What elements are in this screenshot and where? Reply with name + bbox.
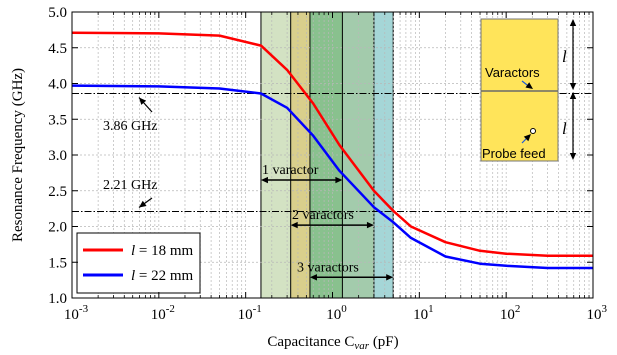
y-tick-label: 1.5	[48, 255, 67, 271]
y-tick-label: 4.5	[48, 41, 67, 57]
legend-box	[76, 232, 201, 294]
range-label-1: 2 varactors	[292, 208, 354, 223]
inset-dim-head-bottom-upper	[569, 83, 577, 90]
inset-dim-head-top-lower	[569, 92, 577, 99]
x-tick-label: 103	[587, 303, 608, 323]
y-tick-label: 1.0	[48, 291, 67, 307]
inset-probe-pointer-head	[523, 134, 531, 142]
y-tick-label: 2.5	[48, 184, 67, 200]
range-arrowhead-right-2	[386, 274, 394, 281]
x-tick-label: 10-1	[238, 303, 262, 323]
inset-probe-point	[530, 128, 536, 134]
range-arrowhead-left-2	[309, 274, 317, 281]
axes	[71, 11, 594, 299]
x-tick-label: 10-3	[64, 303, 89, 323]
data-series	[71, 31, 593, 270]
range-label-0: 1 varactor	[262, 163, 319, 178]
legend: l = 18 mm l = 22 mm	[76, 232, 201, 294]
legend-label-0: l = 18 mm	[131, 243, 194, 259]
x-axis-label: Capacitance Cvar (pF)	[267, 334, 398, 352]
inset-dim-head-top-upper	[569, 19, 577, 26]
ref-arrowhead-0	[139, 97, 147, 105]
range-arrowhead-right-0	[335, 176, 343, 184]
ref-label-1: 2.21 GHz	[103, 178, 157, 193]
inset-dim-label-lower: l	[562, 119, 567, 138]
x-tick-label: 102	[500, 303, 520, 323]
y-axis-label: Resonance Frequency (GHz)	[10, 68, 26, 242]
x-tick-label: 10-2	[151, 303, 175, 323]
series-line-0	[71, 31, 593, 258]
tick-labels: 10-3 10-2 10-1 100 101 102 103 1.0 1.5 2.0 2.5 3.0 3…	[48, 5, 607, 323]
varactor-ranges: 1 varactor 2 varactors 3 varactors	[260, 163, 394, 281]
inset-varactors-pointer-head	[525, 82, 533, 89]
y-tick-label: 5.0	[48, 5, 67, 21]
legend-label-1: l = 22 mm	[131, 268, 194, 284]
inset-probe-label: Probe feed	[482, 146, 546, 161]
series-line-1	[71, 84, 593, 270]
y-tick-label: 2.0	[48, 220, 67, 236]
y-tick-label: 3.0	[48, 148, 67, 164]
range-arrowhead-left-0	[260, 176, 268, 184]
inset-dim-head-bottom-lower	[569, 153, 577, 160]
range-arrowhead-right-1	[366, 221, 374, 229]
inset-dim-label-upper: l	[562, 47, 567, 66]
inset-patch	[480, 18, 559, 162]
ref-arrowhead-1	[139, 200, 147, 208]
y-tick-label: 4.0	[48, 77, 67, 93]
inset-varactors-label: Varactors	[485, 65, 540, 80]
y-tick-label: 3.5	[48, 112, 67, 128]
grid-lines	[72, 12, 593, 298]
x-tick-label: 101	[413, 303, 434, 323]
x-tick-label: 100	[326, 303, 347, 323]
range-arrowhead-left-1	[290, 221, 298, 229]
range-label-2: 3 varactors	[297, 260, 359, 275]
x-axis-label-subscript: var	[354, 340, 369, 352]
antenna-inset: l l Varactors Probe feed	[480, 18, 577, 162]
ref-label-0: 3.86 GHz	[103, 119, 157, 134]
axis-labels: Capacitance Cvar (pF) Resonance Frequenc…	[10, 68, 399, 352]
